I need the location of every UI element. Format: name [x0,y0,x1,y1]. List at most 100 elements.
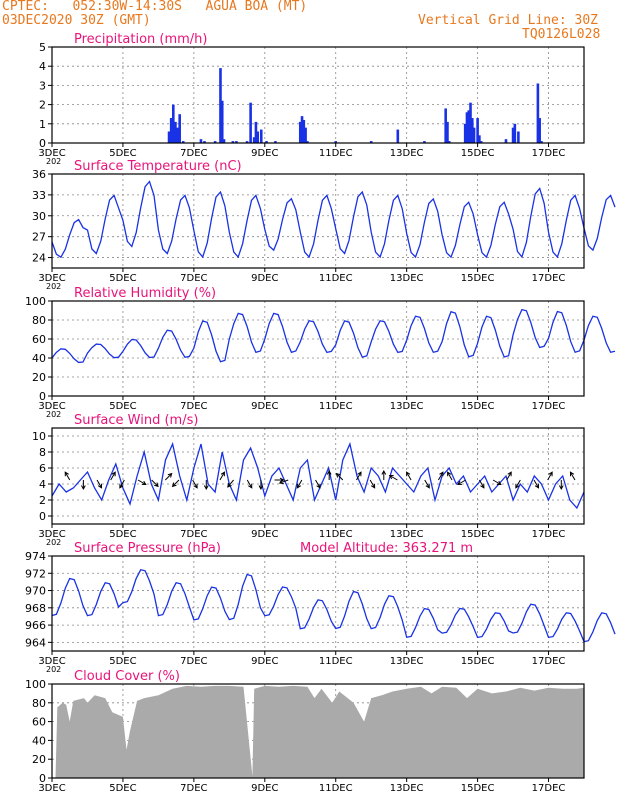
pres-ytick-label: 974 [25,550,46,563]
rh-line [51,308,616,364]
cloud-xtick-label: 17DEC [532,783,566,794]
precip-bar [203,141,206,143]
temp-xtick-label: 5DEC [109,273,136,284]
wind-arrow-head [193,483,198,489]
wind-arrow-head [203,485,209,491]
precip-xtick-label: 13DEC [390,148,424,159]
wind-arrow-head [569,471,575,477]
precip-xtick-label: 9DEC [251,148,278,159]
wind-arrow [227,479,234,488]
precip-bar [476,118,479,143]
precip-bar [254,121,258,143]
precip-title: Precipitation (mm/h) [74,32,207,47]
rh-ytick-label: 20 [32,371,46,384]
rh-frame [51,300,585,397]
pres-xtick-label: 7DEC [180,656,207,667]
pres-frame [51,555,585,652]
rh-ytick-label: 100 [25,295,46,308]
precip-bar [169,118,173,143]
precip-bar [446,121,449,143]
cloud-xtick-label: 15DEC [461,783,495,794]
cloud-area [52,685,584,778]
rh-xtick-label: 7DEC [180,401,207,412]
precip-bar [334,141,338,143]
wind-xtick-label: 17DEC [532,529,566,540]
temp-xtick-label: 9DEC [251,273,278,284]
wind-arrow-head [335,472,341,478]
wind-arrow [336,473,344,481]
wind-arrow [356,471,362,481]
wind-ytick-label: 0 [39,510,46,523]
wind-arrow [219,471,225,481]
wind-arrow [424,479,430,489]
cloud-xtick-label: 7DEC [180,783,207,794]
wind-arrow-head [406,471,411,477]
precip-bar [213,141,217,143]
precip-bar [178,114,181,143]
wind-arrow-head [258,485,264,491]
pres-line [51,569,616,643]
cloud-xtick-label: 11DEC [319,783,353,794]
cloud-ytick-label: 80 [32,697,46,710]
precip-bar [302,119,306,143]
pres-xtick-label: 3DEC [38,656,65,667]
precip-ytick-label: 1 [39,118,46,131]
cloud-ytick-label: 60 [32,716,46,729]
precip-xtick-label: 15DEC [461,148,495,159]
chart-header: CPTEC: 052:30W-14:30S AGUA BOA (MT) 03DE… [0,0,618,46]
wind-arrow-head [97,483,103,489]
precip-xtick-label: 3DEC [38,148,65,159]
pres-ytick-label: 966 [25,619,46,632]
precip-ytick-label: 3 [39,79,46,92]
wind-arrow-head [357,471,362,477]
pres-subtitle: Model Altitude: 363.271 m [300,541,473,556]
wind-xtick-label: 13DEC [390,529,424,540]
wind-arrow [119,479,125,489]
rh-xtick-label: 13DEC [390,401,424,412]
wind-arrow [369,479,376,489]
pres-xtick-label: 15DEC [461,656,495,667]
wind-arrow-head [425,483,430,489]
wind-arrow-head [111,471,116,477]
pres-xtick-label: 5DEC [109,656,136,667]
wind-arrow-head [64,471,69,477]
precip-bar [176,127,179,143]
temp-xtick-label: 7DEC [180,273,207,284]
precip-bar [444,108,447,143]
wind-arrow-head [480,483,485,489]
wind-xtick-label: 11DEC [319,529,353,540]
precip-bar [219,68,222,143]
precip-partial-label: 202 [46,157,61,166]
precip-xtick-label: 7DEC [180,148,207,159]
wind-arrow-head [119,483,124,489]
cloud-frame [51,683,585,779]
wind-arrow [64,471,71,481]
precip-bar [274,141,277,143]
temp-xtick-label: 3DEC [38,273,65,284]
temp-xtick-label: 13DEC [390,273,424,284]
precip-bar [511,127,515,143]
precip-bar [298,121,302,143]
pres-partial-label: 202 [46,665,61,674]
temp-xtick-label: 11DEC [319,273,353,284]
precip-bar [469,102,472,143]
precip-bar [396,129,400,143]
precip-bar [536,83,540,143]
precip-bar [300,116,304,143]
pres-ytick-label: 970 [25,585,46,598]
wind-ytick-label: 2 [39,494,46,507]
rh-ytick-label: 60 [32,333,46,346]
wind-arrow-head [141,480,147,486]
precip-bar [249,102,252,143]
wind-title: Surface Wind (m/s) [74,413,198,428]
cloud-ytick-label: 20 [32,753,46,766]
rh-title: Relative Humidity (%) [74,286,216,301]
model-code: TQ0126L028 [522,27,601,42]
precip-bar [447,141,451,143]
rh-xtick-label: 15DEC [461,401,495,412]
precip-bar [423,141,426,143]
precip-bar [538,118,541,143]
wind-arrow-head [558,485,564,491]
wind-arrow-head [534,483,540,489]
precip-bar [231,141,235,143]
